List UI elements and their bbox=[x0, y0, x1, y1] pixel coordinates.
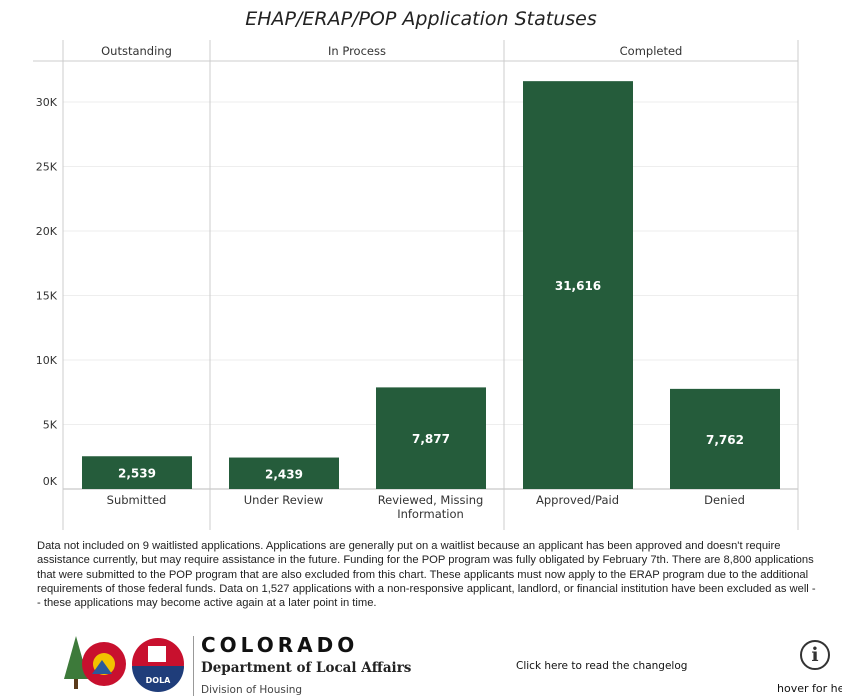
bar-approved-paid bbox=[523, 81, 633, 490]
info-circle-icon[interactable]: i bbox=[800, 640, 830, 670]
data-label: 7,877 bbox=[412, 432, 450, 446]
data-label: 31,616 bbox=[555, 279, 601, 293]
org-name: COLORADO bbox=[201, 633, 359, 657]
colorado-dola-logo: DOLA bbox=[64, 636, 184, 692]
y-tick-label: 25K bbox=[36, 161, 58, 174]
group-header: Completed bbox=[620, 44, 683, 58]
logo-divider bbox=[193, 636, 194, 696]
bar-reviewed-missing-information bbox=[376, 387, 486, 489]
x-tick-label: Information bbox=[397, 507, 464, 521]
dola-logo-text: DOLA bbox=[146, 676, 172, 685]
data-label: 2,539 bbox=[118, 467, 156, 481]
footnote: Data not included on 9 waitlisted applic… bbox=[37, 540, 816, 610]
bar-under-review bbox=[229, 457, 339, 489]
x-tick-label: Under Review bbox=[244, 493, 324, 507]
y-tick-label: 0K bbox=[43, 475, 58, 488]
bar-chart: 0K 5K 10K 15K 20K 25K 30K Outstanding In Process… bbox=[33, 40, 799, 530]
x-tick-label: Approved/Paid bbox=[536, 493, 619, 507]
data-label: 7,762 bbox=[706, 433, 744, 447]
y-tick-label: 30K bbox=[36, 96, 58, 109]
data-label: 2,439 bbox=[265, 467, 303, 481]
y-tick-label: 5K bbox=[43, 419, 58, 432]
hover-help-text: hover for he bbox=[777, 682, 842, 695]
division-name: Division of Housing bbox=[201, 684, 303, 696]
x-tick-label: Denied bbox=[704, 493, 745, 507]
bar-submitted bbox=[82, 456, 192, 489]
y-tick-label: 10K bbox=[36, 354, 58, 367]
x-tick-label: Reviewed, Missing bbox=[378, 493, 484, 507]
bar-denied bbox=[670, 388, 780, 489]
x-tick-label: Submitted bbox=[107, 493, 167, 507]
chart-title: EHAP/ERAP/POP Application Statuses bbox=[245, 8, 597, 30]
department-name: Department of Local Affairs bbox=[201, 660, 412, 676]
group-header: Outstanding bbox=[101, 44, 172, 58]
group-header: In Process bbox=[328, 44, 386, 58]
y-tick-label: 20K bbox=[36, 225, 58, 238]
y-tick-label: 15K bbox=[36, 290, 58, 303]
changelog-link[interactable]: Click here to read the changelog bbox=[516, 660, 688, 672]
